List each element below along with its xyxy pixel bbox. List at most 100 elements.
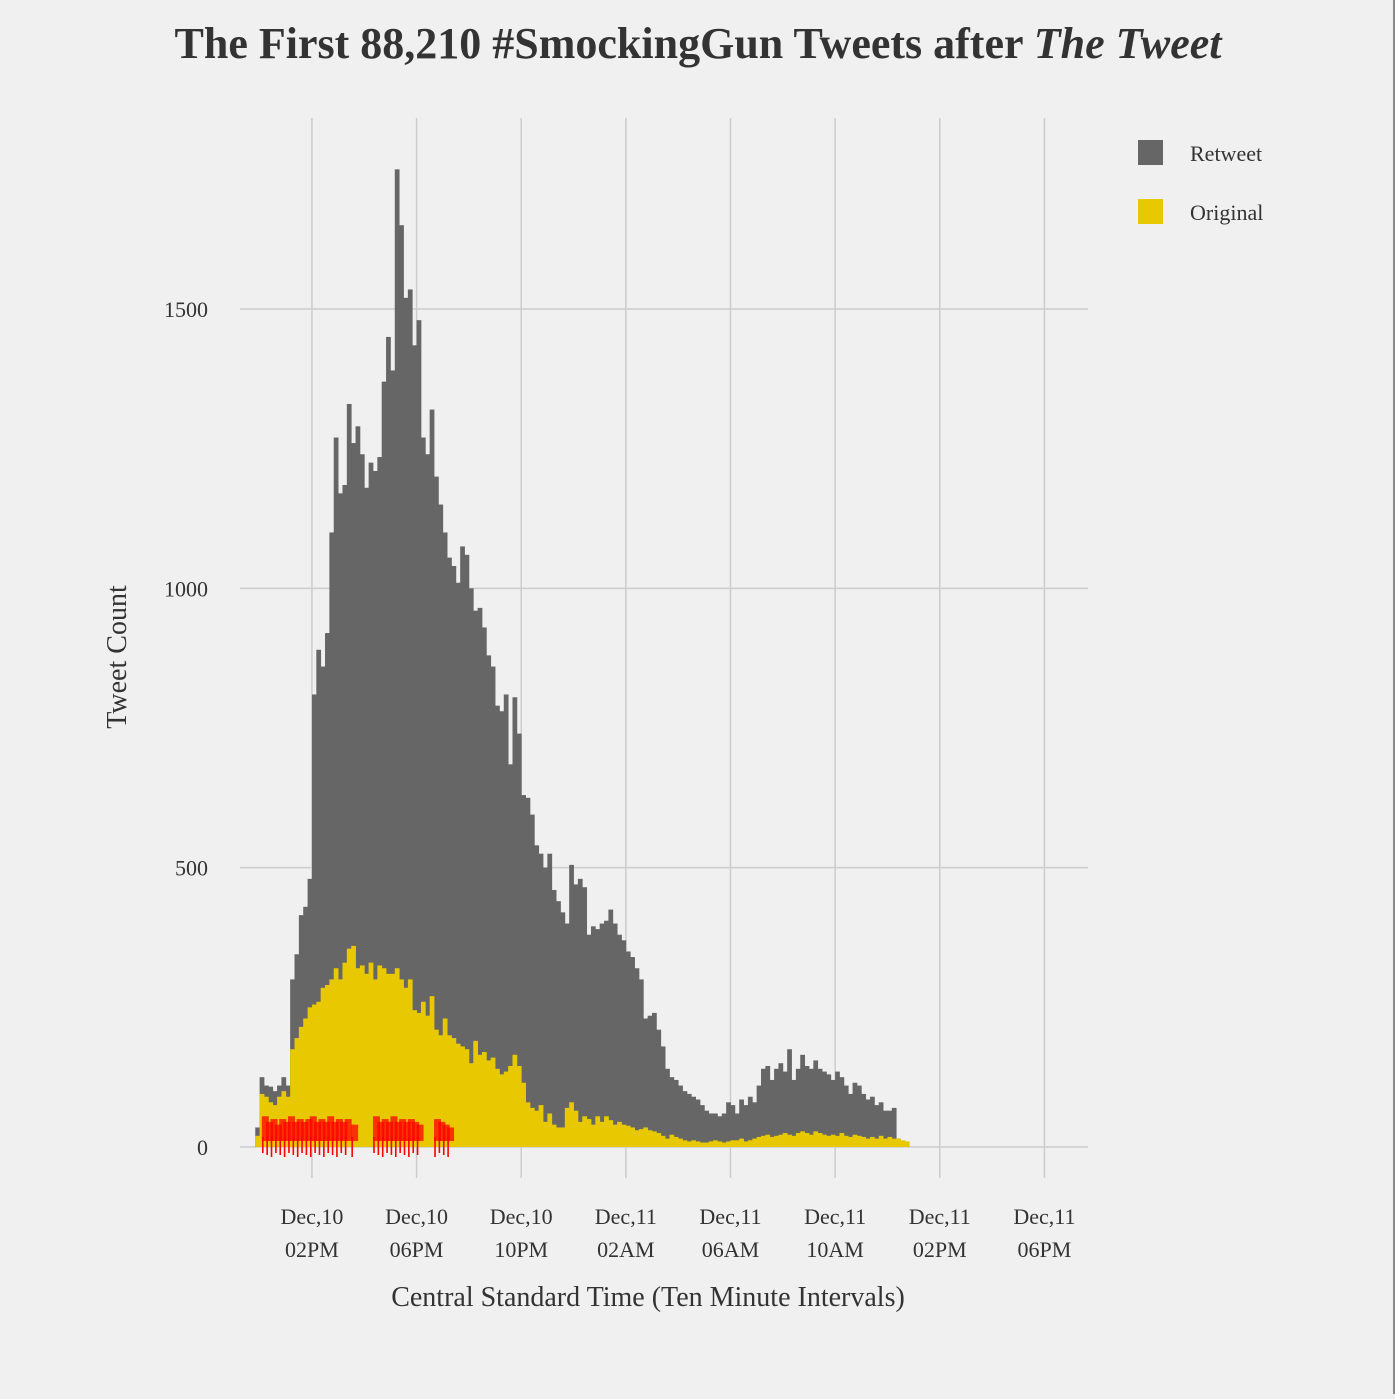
retweet-bar <box>730 1105 736 1147</box>
original-bar <box>870 1136 875 1147</box>
original-bar <box>290 1049 295 1147</box>
original-bar <box>368 962 374 1147</box>
original-bar <box>477 1054 483 1147</box>
highlight-marker <box>416 1124 424 1141</box>
retweet-bar <box>464 554 470 1147</box>
highlight-marker <box>340 1121 348 1141</box>
original-bar <box>891 1138 897 1147</box>
original-bar <box>351 945 356 1147</box>
retweet-bar <box>460 546 465 1147</box>
retweet-bar <box>787 1049 792 1147</box>
original-bar <box>843 1135 849 1147</box>
original-bar <box>673 1136 679 1147</box>
original-bar <box>438 1035 444 1147</box>
original-bar <box>669 1134 675 1147</box>
original-bar <box>874 1138 880 1147</box>
retweet-bar <box>325 633 330 1147</box>
retweet-bar <box>420 437 426 1147</box>
retweet-bar <box>525 797 531 1147</box>
retweet-bar <box>782 1071 788 1147</box>
retweet-bar <box>564 923 570 1147</box>
retweet-bar <box>499 711 505 1147</box>
x-tick-label-date: Dec,10 <box>385 1204 448 1229</box>
retweet-bar <box>861 1093 867 1147</box>
original-bar <box>429 996 435 1147</box>
original-bar <box>625 1125 631 1147</box>
retweet-bar <box>656 1029 662 1147</box>
highlight-marker <box>292 1121 300 1141</box>
x-tick-label-time: 10AM <box>806 1237 863 1262</box>
highlight-marker <box>438 1121 446 1141</box>
retweet-bar <box>368 462 374 1147</box>
original-bar <box>817 1133 823 1147</box>
retweet-bar <box>442 532 448 1147</box>
original-bar <box>534 1110 540 1147</box>
original-bar <box>747 1140 753 1147</box>
retweet-bar <box>769 1079 775 1147</box>
x-tick-label: Dec,10 06PM <box>385 1204 448 1262</box>
original-bar <box>808 1134 814 1147</box>
original-bar <box>529 1107 535 1147</box>
original-bar <box>769 1136 775 1147</box>
original-bar <box>743 1141 749 1147</box>
original-bar <box>647 1130 653 1147</box>
y-tick-label: 0 <box>197 1135 208 1160</box>
highlight-marker <box>283 1121 291 1141</box>
retweet-bar <box>765 1065 771 1147</box>
highlight-marker <box>309 1116 317 1141</box>
retweet-bar <box>686 1093 692 1147</box>
y-tick-labels: 0 500 1000 1500 <box>164 297 208 1160</box>
retweet-bar <box>551 890 557 1147</box>
x-tick-label-time: 02AM <box>597 1237 654 1262</box>
original-bar <box>473 1040 479 1147</box>
original-bar <box>638 1129 644 1147</box>
x-tick-label: Dec,11 10AM <box>804 1204 866 1262</box>
original-bar <box>320 987 326 1147</box>
original-bar <box>486 1060 492 1147</box>
retweet-bar <box>338 493 343 1147</box>
retweet-bar <box>752 1102 758 1147</box>
retweet-bar <box>726 1102 731 1147</box>
highlight-marker <box>331 1121 339 1141</box>
original-bar <box>525 1102 531 1147</box>
original-bar <box>691 1140 697 1147</box>
highlight-marker <box>407 1119 415 1141</box>
highlight-markers <box>261 1116 455 1157</box>
original-bar <box>752 1138 758 1147</box>
original-bar <box>739 1138 744 1147</box>
retweet-bar <box>704 1110 710 1147</box>
original-bar <box>451 1038 457 1147</box>
original-bar <box>372 979 378 1147</box>
x-tick-label: Dec,10 10PM <box>490 1204 553 1262</box>
retweet-bar <box>381 381 387 1147</box>
y-tick-label: 500 <box>175 856 208 881</box>
original-bar <box>678 1138 683 1147</box>
retweet-bar <box>351 443 356 1148</box>
original-bar <box>342 962 348 1147</box>
highlight-marker <box>403 1121 411 1141</box>
original-bar <box>713 1140 718 1147</box>
retweet-bar <box>739 1099 744 1147</box>
original-bar <box>503 1071 509 1147</box>
x-tick-label-date: Dec,11 <box>699 1204 761 1229</box>
retweet-bar <box>586 934 592 1147</box>
original-bar <box>865 1138 871 1147</box>
original-bar <box>303 1018 308 1147</box>
highlight-marker <box>399 1119 407 1141</box>
y-tick-label: 1500 <box>164 297 208 322</box>
original-bar <box>543 1121 548 1147</box>
original-bar <box>399 979 404 1147</box>
retweet-bar <box>486 655 492 1147</box>
highlight-marker <box>335 1119 343 1141</box>
original-bar <box>403 987 409 1147</box>
original-bar <box>852 1134 858 1147</box>
original-bar <box>830 1134 836 1147</box>
original-bar <box>887 1136 893 1147</box>
x-tick-label: Dec,11 06PM <box>1013 1204 1075 1262</box>
original-bar <box>704 1142 710 1147</box>
x-tick-label-time: 06AM <box>702 1237 759 1262</box>
original-bar <box>900 1140 906 1147</box>
original-bar <box>782 1133 788 1147</box>
retweet-bar <box>630 957 635 1147</box>
